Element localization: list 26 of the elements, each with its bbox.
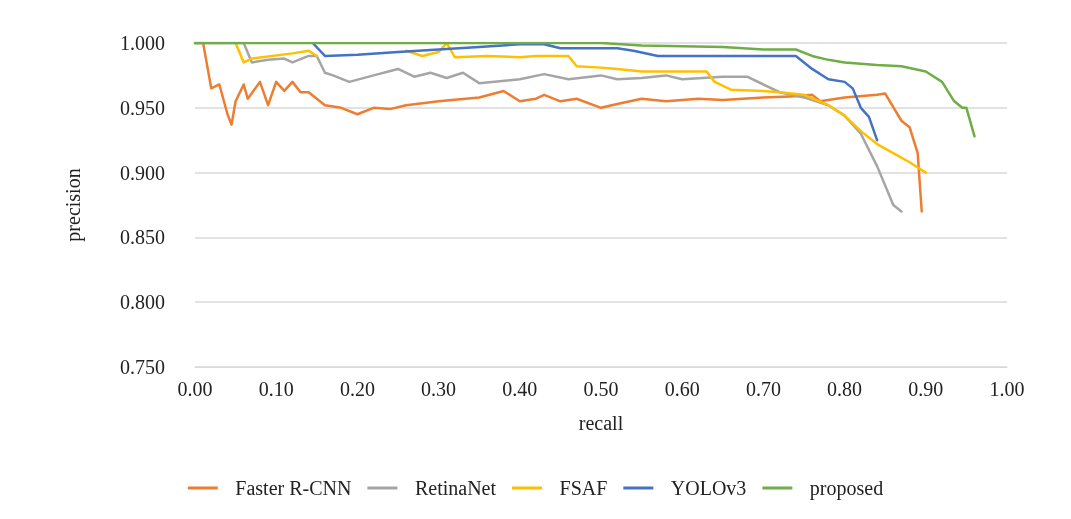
x-tick-label: 0.40 <box>502 378 538 400</box>
y-axis-title: precision <box>62 168 85 242</box>
legend-label: RetinaNet <box>414 477 497 499</box>
y-tick-label: 0.800 <box>120 291 165 314</box>
x-tick-label: 0.10 <box>258 378 294 400</box>
legend-label: Faster R-CNN <box>235 477 352 499</box>
y-tick-label: 0.950 <box>120 96 165 119</box>
x-tick-label: 0.30 <box>421 378 457 400</box>
x-axis-title: recall <box>578 412 624 434</box>
y-tick-label: 0.750 <box>120 356 165 378</box>
line-series <box>193 41 976 138</box>
x-tick-label: 0.90 <box>908 378 944 400</box>
x-tick-label: 0.70 <box>745 378 781 400</box>
x-tick-label: 0.50 <box>583 378 619 400</box>
x-tick-label: 0.80 <box>827 378 863 400</box>
legend-label: YOLOv3 <box>670 477 747 499</box>
y-tick-label: 0.900 <box>120 161 165 184</box>
line-series <box>311 41 879 142</box>
y-tick-label: 0.850 <box>120 226 165 249</box>
x-tick-label: 1.00 <box>989 378 1025 400</box>
x-tick-label: 0.60 <box>664 378 700 400</box>
y-tick-label: 1.000 <box>120 32 165 54</box>
legend-label: FSAF <box>559 477 608 499</box>
x-tick-label: 0.00 <box>177 378 213 400</box>
legend-label: proposed <box>809 477 884 500</box>
x-tick-label: 0.20 <box>339 378 375 400</box>
